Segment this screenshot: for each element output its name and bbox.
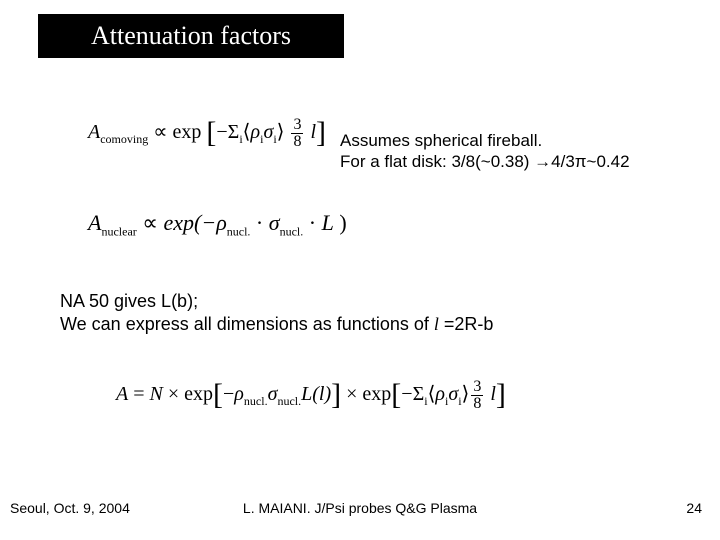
note-line1: Assumes spherical fireball. bbox=[340, 131, 542, 150]
eq3-sigma1: σ bbox=[268, 383, 278, 405]
eq1-rbracket: ] bbox=[316, 116, 326, 149]
eq2-exp-open: exp(− bbox=[163, 210, 216, 235]
eq3-times2: × bbox=[341, 383, 362, 405]
eq3-times1: × bbox=[163, 383, 184, 405]
footer-page-number: 24 bbox=[686, 500, 702, 516]
eq2-A: A bbox=[88, 210, 101, 235]
eq3-frac-num: 3 bbox=[471, 379, 483, 395]
eq3-lb2: [ bbox=[391, 378, 401, 411]
eq3-rho-sub: nucl. bbox=[244, 394, 268, 408]
eq3-N: N bbox=[150, 383, 163, 405]
slide-title: Attenuation factors bbox=[38, 14, 344, 58]
eq2-dot1: · bbox=[250, 210, 268, 235]
eq2-sigma-sub: nucl. bbox=[280, 224, 304, 238]
eq3-exp1: exp bbox=[184, 383, 213, 405]
eq3-eq: = bbox=[128, 383, 149, 405]
eq3-rho2: ρ bbox=[435, 383, 445, 405]
eq1-rho: ρ bbox=[250, 121, 260, 143]
eq2-prop: ∝ bbox=[137, 210, 164, 235]
eq1-l: l bbox=[305, 121, 316, 143]
eq1-sigma: σ bbox=[263, 121, 273, 143]
eq3-Ll: L(l) bbox=[301, 383, 331, 405]
eq1-frac-num: 3 bbox=[291, 117, 303, 133]
eq2-sigma: σ bbox=[269, 210, 280, 235]
eq3-neg-sigma: −Σ bbox=[401, 383, 424, 405]
footer-center: L. MAIANI. J/Psi probes Q&G Plasma bbox=[0, 500, 720, 516]
eq3-frac: 38 bbox=[471, 379, 483, 412]
note-line2b: 4/3π~0.42 bbox=[551, 152, 629, 171]
arrow-icon: → bbox=[534, 152, 551, 171]
eq1-angle-r: ⟩ bbox=[277, 121, 285, 143]
equation-nuclear: Anuclear ∝ exp(−ρnucl. · σnucl. · L ) bbox=[88, 210, 347, 239]
eq2-rho-sub: nucl. bbox=[227, 224, 251, 238]
eq2-sub-nuclear: nuclear bbox=[101, 224, 136, 238]
eq3-lb1: [ bbox=[213, 378, 223, 411]
eq1-frac: 38 bbox=[291, 117, 303, 150]
body-line1: NA 50 gives L(b); bbox=[60, 291, 198, 311]
body-text: NA 50 gives L(b); We can express all dim… bbox=[60, 290, 493, 335]
note-text: Assumes spherical fireball. For a flat d… bbox=[340, 130, 630, 173]
eq1-A: A bbox=[88, 121, 100, 143]
eq3-sigma2: σ bbox=[448, 383, 458, 405]
eq3-l: l bbox=[485, 383, 496, 405]
eq1-neg-sigma: −Σ bbox=[216, 121, 239, 143]
eq3-neg1: − bbox=[223, 383, 234, 405]
eq1-prop: ∝ bbox=[148, 121, 172, 143]
eq1-exp: exp bbox=[173, 121, 202, 143]
eq2-close: ) bbox=[334, 210, 347, 235]
eq3-A: A bbox=[116, 383, 128, 405]
eq1-frac-den: 8 bbox=[291, 133, 303, 150]
eq3-sigma1-sub: nucl. bbox=[277, 394, 301, 408]
eq3-exp2: exp bbox=[362, 383, 391, 405]
equation-main: A = N × exp[−ρnucl.σnucl.L(l)] × exp[−Σi… bbox=[116, 378, 506, 412]
body-line2b: =2R-b bbox=[439, 314, 494, 334]
eq2-L: L bbox=[322, 210, 334, 235]
equation-comoving: Acomoving ∝ exp [−Σi⟨ρiσi⟩ 38 l] bbox=[88, 116, 326, 150]
eq3-angle-r: ⟩ bbox=[462, 383, 470, 405]
eq1-lbracket: [ bbox=[206, 116, 216, 149]
note-line2a: For a flat disk: 3/8(~0.38) bbox=[340, 152, 534, 171]
eq2-rho: ρ bbox=[216, 210, 227, 235]
eq3-rho: ρ bbox=[234, 383, 244, 405]
body-line2a: We can express all dimensions as functio… bbox=[60, 314, 434, 334]
eq2-dot2: · bbox=[303, 210, 321, 235]
eq3-rb2: ] bbox=[496, 378, 506, 411]
eq3-frac-den: 8 bbox=[471, 395, 483, 412]
eq3-rb1: ] bbox=[331, 378, 341, 411]
eq1-sub-comoving: comoving bbox=[100, 132, 148, 146]
